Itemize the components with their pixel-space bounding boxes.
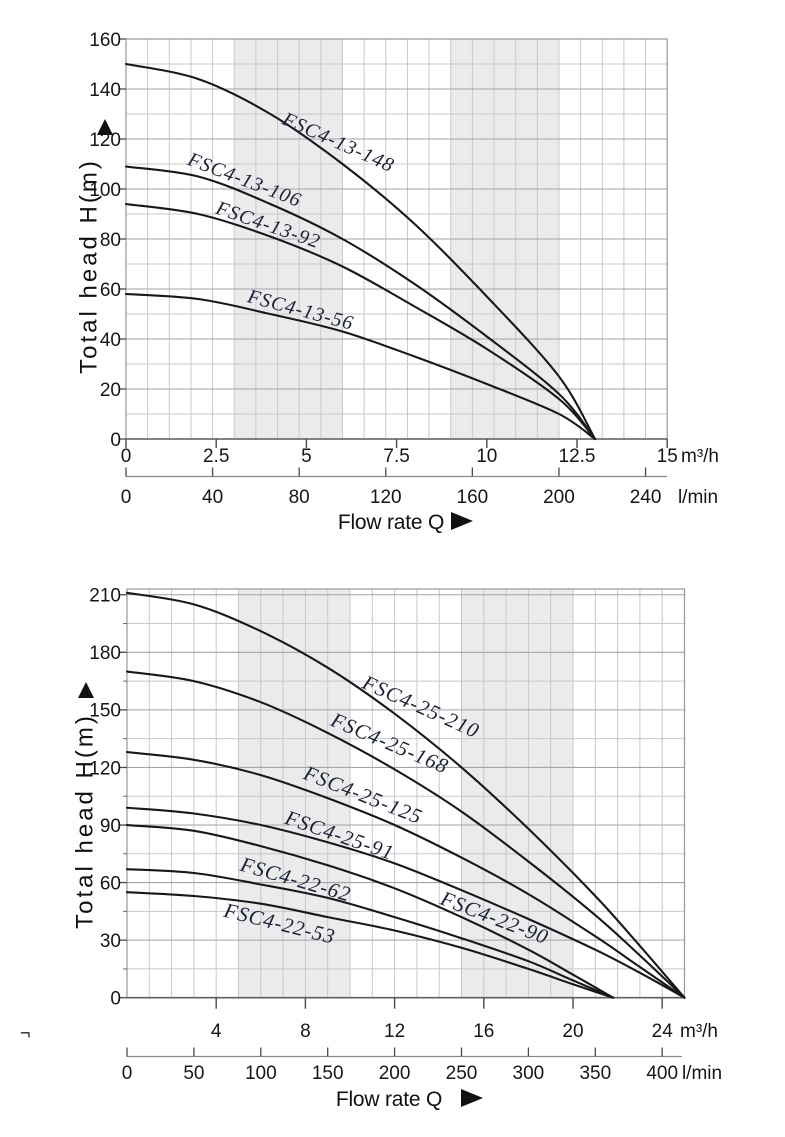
secondary-tick-label: 0	[121, 487, 132, 508]
head-arrow-icon	[97, 119, 113, 135]
curve-FSC4-22-53	[125, 891, 615, 999]
curve-FSC4-25-125	[125, 751, 686, 999]
x-tick-label: 16	[473, 1021, 494, 1042]
y-tick-label: 140	[89, 80, 121, 101]
duty-range-band	[238, 589, 350, 998]
y-axis-title: Total head H(m)	[72, 713, 99, 929]
stray-mark: ¬	[20, 1023, 31, 1043]
y-tick-label: 180	[89, 643, 121, 664]
x-unit-secondary: l/min	[678, 487, 718, 508]
curve-FSC4-13-106	[124, 165, 597, 441]
y-tick-label: 0	[110, 989, 121, 1010]
secondary-tick-label: 300	[513, 1063, 545, 1084]
x-unit-secondary: l/min	[682, 1063, 722, 1084]
secondary-tick-label: 200	[543, 487, 575, 508]
y-tick-label: 210	[89, 586, 121, 607]
y-tick-label: 20	[100, 380, 121, 401]
chart-fsc4-13: 0 2.5 5 7.5 10 12.5 15 m³/h 0 20 40 60 80 100 120 140 16…	[76, 30, 719, 534]
x-unit-primary: m³/h	[681, 446, 719, 467]
secondary-tick-label: 160	[457, 487, 489, 508]
secondary-tick-label: 40	[202, 487, 223, 508]
y-tick-label: 150	[89, 701, 121, 722]
x-tick-label: 4	[211, 1021, 222, 1042]
y-tick-label: 60	[100, 280, 121, 301]
y-tick-label: 60	[100, 873, 121, 894]
y-tick-label: 120	[89, 758, 121, 779]
y-tick-label: 90	[100, 816, 121, 837]
secondary-tick-label: 240	[630, 487, 662, 508]
curve-FSC4-25-168	[125, 670, 686, 999]
secondary-tick-label: 100	[245, 1063, 277, 1084]
flow-arrow-icon	[451, 512, 473, 530]
curve-FSC4-25-91	[125, 806, 686, 999]
y-tick-label: 120	[89, 130, 121, 151]
y-axis-title: Total head H(m)	[76, 158, 103, 374]
curve-FSC4-13-56	[124, 292, 597, 441]
curve-FSC4-13-92	[124, 202, 597, 441]
x-unit-primary: m³/h	[680, 1021, 718, 1042]
y-tick-label: 30	[100, 931, 121, 952]
secondary-tick-label: 400	[646, 1063, 678, 1084]
x-tick-label: 7.5	[383, 446, 409, 467]
x-axis-title: Flow rate Q	[336, 1088, 442, 1111]
curve-FSC4-25-210	[125, 591, 686, 999]
y-tick-label: 160	[89, 30, 121, 51]
curve-FSC4-22-62	[125, 868, 615, 999]
secondary-tick-label: 200	[379, 1063, 411, 1084]
y-tick-label: 40	[100, 330, 121, 351]
secondary-tick-label: 80	[289, 487, 310, 508]
x-tick-label: 20	[562, 1021, 583, 1042]
secondary-tick-label: 150	[312, 1063, 344, 1084]
head-arrow-icon	[78, 682, 94, 698]
secondary-tick-label: 120	[370, 487, 402, 508]
plot-frame	[126, 588, 686, 999]
x-tick-label: 8	[300, 1021, 311, 1042]
y-tick-label: 0	[110, 430, 121, 451]
secondary-tick-label: 0	[122, 1063, 133, 1084]
flow-arrow-icon	[461, 1089, 483, 1107]
x-tick-label: 10	[476, 446, 497, 467]
y-tick-label: 100	[89, 180, 121, 201]
x-tick-label: 5	[301, 446, 312, 467]
x-tick-label: 24	[652, 1021, 674, 1042]
x-tick-label: 15	[657, 446, 678, 467]
x-tick-label: 2.5	[203, 446, 229, 467]
curve-FSC4-22-90	[125, 823, 615, 999]
x-axis-title: Flow rate Q	[338, 511, 444, 534]
secondary-tick-label: 350	[579, 1063, 611, 1084]
x-tick-label: 12.5	[559, 446, 596, 467]
secondary-tick-label: 250	[446, 1063, 478, 1084]
y-tick-label: 80	[100, 230, 121, 251]
x-tick-label: 0	[121, 446, 132, 467]
x-tick-label: 12	[384, 1021, 405, 1042]
curve-FSC4-13-148	[124, 62, 597, 441]
secondary-tick-label: 50	[183, 1063, 204, 1084]
chart-fsc4-25-22: 4 8 12 16 20 24 m³/h 0 30 60 90 120 150 180 210 0 50 100 1…	[72, 586, 722, 1111]
